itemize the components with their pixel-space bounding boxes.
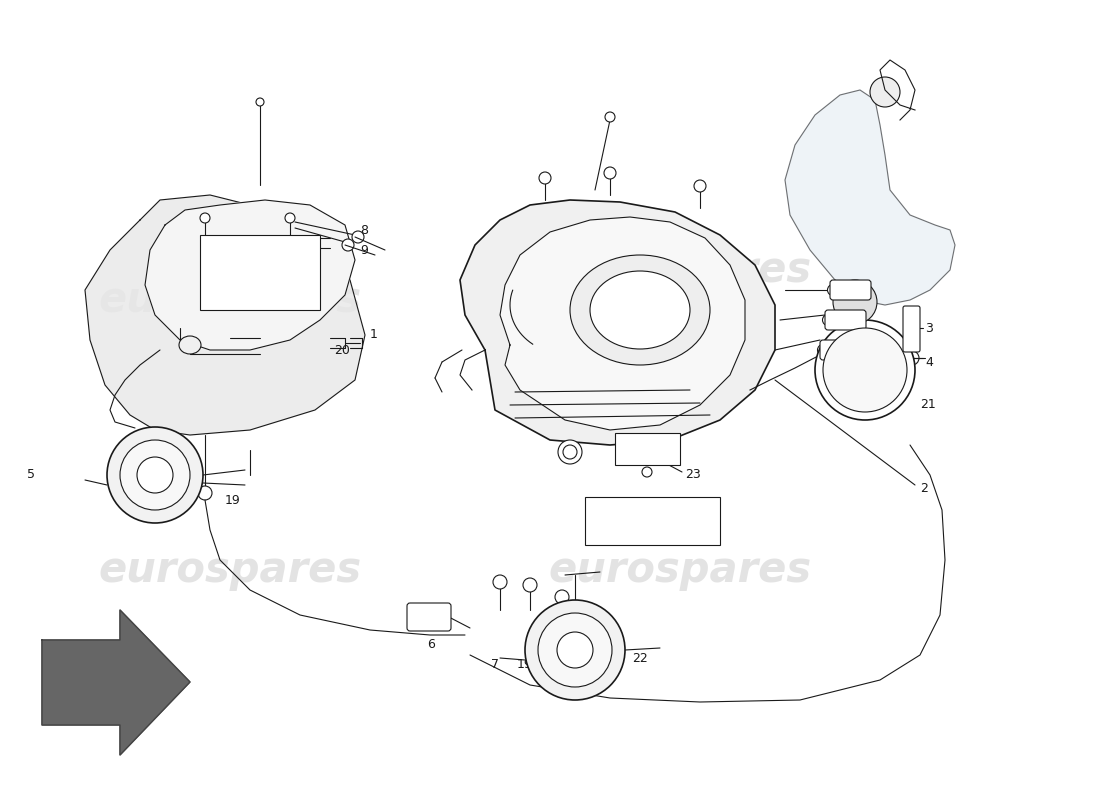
Circle shape [539, 172, 551, 184]
Text: eurospares: eurospares [98, 549, 362, 591]
Circle shape [556, 590, 569, 604]
Polygon shape [785, 90, 955, 305]
FancyBboxPatch shape [820, 340, 861, 360]
Polygon shape [500, 217, 745, 430]
Circle shape [558, 440, 582, 464]
Text: See Draw 8.39: See Draw 8.39 [617, 528, 689, 538]
Circle shape [493, 575, 507, 589]
Text: 4: 4 [925, 357, 933, 370]
Polygon shape [145, 200, 355, 350]
Polygon shape [42, 610, 190, 755]
Circle shape [694, 180, 706, 192]
Circle shape [342, 239, 354, 251]
Circle shape [817, 345, 828, 355]
Text: 00: 00 [845, 358, 861, 371]
Ellipse shape [570, 255, 710, 365]
Circle shape [522, 578, 537, 592]
Circle shape [642, 467, 652, 477]
Text: 23: 23 [685, 469, 701, 482]
Text: 2: 2 [920, 482, 928, 494]
Circle shape [120, 440, 190, 510]
Circle shape [107, 427, 204, 523]
Text: 6: 6 [427, 638, 434, 651]
Circle shape [557, 632, 593, 668]
Circle shape [563, 445, 578, 459]
Circle shape [200, 213, 210, 223]
Circle shape [285, 213, 295, 223]
Circle shape [905, 351, 918, 365]
Text: 19: 19 [517, 658, 532, 671]
Text: eurospares: eurospares [98, 279, 362, 321]
Circle shape [833, 280, 877, 324]
FancyBboxPatch shape [200, 235, 320, 310]
Circle shape [815, 320, 915, 420]
Text: eurospares: eurospares [549, 549, 812, 591]
Text: 20: 20 [334, 343, 350, 357]
FancyBboxPatch shape [825, 310, 866, 330]
Text: 00: 00 [842, 389, 858, 402]
FancyBboxPatch shape [407, 603, 451, 631]
Circle shape [525, 600, 625, 700]
Circle shape [198, 486, 212, 500]
Text: Vedi Tav. 8.39: Vedi Tav. 8.39 [619, 507, 685, 517]
Circle shape [827, 285, 838, 295]
Text: 5: 5 [28, 469, 35, 482]
Circle shape [604, 167, 616, 179]
FancyBboxPatch shape [615, 433, 680, 465]
Text: 20: 20 [570, 663, 586, 677]
Polygon shape [460, 200, 776, 445]
Text: 8: 8 [360, 223, 368, 237]
Text: 1: 1 [370, 329, 378, 342]
FancyBboxPatch shape [903, 306, 920, 352]
Circle shape [823, 314, 834, 326]
FancyBboxPatch shape [585, 497, 720, 545]
Text: eurospares: eurospares [549, 249, 812, 291]
Polygon shape [85, 195, 365, 435]
Text: 3: 3 [925, 322, 933, 334]
Text: 00: 00 [855, 298, 871, 311]
Text: 00: 00 [850, 329, 866, 342]
Text: 9: 9 [360, 243, 367, 257]
Circle shape [138, 457, 173, 493]
FancyBboxPatch shape [830, 280, 871, 300]
Text: 7: 7 [491, 658, 499, 671]
Text: 19: 19 [226, 494, 241, 506]
Text: 22: 22 [632, 651, 648, 665]
Circle shape [870, 77, 900, 107]
Circle shape [605, 112, 615, 122]
Circle shape [538, 613, 612, 687]
Circle shape [823, 328, 907, 412]
Circle shape [256, 98, 264, 106]
Text: 21: 21 [920, 398, 936, 411]
Ellipse shape [590, 271, 690, 349]
Ellipse shape [179, 336, 201, 354]
Circle shape [352, 231, 364, 243]
